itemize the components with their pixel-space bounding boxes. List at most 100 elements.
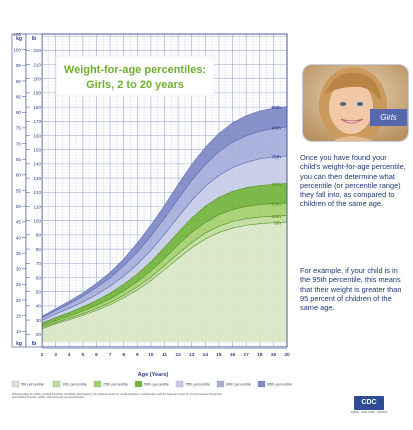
lb-unit-top: lb xyxy=(32,36,36,42)
lb-tick-label: 170 xyxy=(33,119,41,124)
x-tick-label: 11 xyxy=(162,352,167,358)
lb-tick-label: 70 xyxy=(36,261,42,266)
x-tick-label: 14 xyxy=(203,352,209,358)
lb-tick-label: 220 xyxy=(33,48,41,53)
band-90th-95th xyxy=(42,106,287,318)
legend-label-7: 95th percentile xyxy=(267,383,292,387)
kg-tick-label: 15 xyxy=(16,314,22,319)
series-labels: 95th 90th 75th 50th 25th 10th 5th xyxy=(272,105,282,225)
cdc-tagline: SAFER · HEALTHIER · PEOPLE xyxy=(350,411,388,414)
x-tick-label: 15 xyxy=(216,352,222,358)
kg-unit-bottom: kg xyxy=(16,341,22,347)
x-tick-label: 5 xyxy=(81,352,84,358)
series-line-95th xyxy=(41,106,288,317)
series-label-10th: 10th xyxy=(272,214,282,219)
lb-tick-label: 30 xyxy=(36,318,42,323)
series-line-25th xyxy=(41,202,288,327)
legend-label-5: 75th percentile xyxy=(185,383,210,387)
series-line-90th xyxy=(41,126,288,319)
kg-tick-label: 40 xyxy=(16,235,22,240)
series-label-50th: 50th xyxy=(272,182,282,187)
x-tick-label: 17 xyxy=(243,352,249,358)
lb-tick-label: 190 xyxy=(33,91,41,96)
lb-tick-label: 150 xyxy=(33,147,41,152)
explanation-paragraph-1: Once you have found your child's weight-… xyxy=(300,153,406,209)
series-line-10th xyxy=(41,215,288,328)
kg-tick-label: 25 xyxy=(16,282,22,287)
lb-tick-label: 120 xyxy=(33,190,41,195)
lb-tick-label: 210 xyxy=(33,62,41,67)
x-tick-label: 18 xyxy=(257,352,263,358)
legend-label-2: 10th percentile xyxy=(62,383,87,387)
legend-label-3: 25th percentile xyxy=(103,383,128,387)
explanation-paragraph-2: For example, if your child is in the 95t… xyxy=(300,266,402,313)
x-tick-label: 19 xyxy=(271,352,277,358)
series-label-25th: 25th xyxy=(272,201,282,206)
kg-tick-label: 20 xyxy=(16,298,22,303)
kg-tick-label: 70 xyxy=(16,141,22,146)
x-tick-label: 16 xyxy=(230,352,236,358)
x-tick-label: 10 xyxy=(148,352,154,358)
chart-title-group: Weight-for-age percentiles: Girls, 2 to … xyxy=(55,55,215,97)
lb-tick-label: 100 xyxy=(33,218,41,223)
series-label-5th: 5th xyxy=(274,221,281,226)
lb-tick-label: 20 xyxy=(36,332,42,337)
chart-axes: 1015202530354045505560657075808590951001… xyxy=(11,32,290,358)
girl-photo-art xyxy=(303,65,408,141)
legend-swatch-5 xyxy=(175,380,184,388)
lb-tick-label: 90 xyxy=(36,233,42,238)
band-75th-90th xyxy=(42,126,287,321)
lb-tick-label: 110 xyxy=(34,204,42,209)
legend-label-4: 50th percentile xyxy=(144,383,169,387)
kg-tick-label: 30 xyxy=(16,267,22,272)
x-tick-label: 2 xyxy=(41,352,44,358)
kg-tick-label: 80 xyxy=(16,110,22,115)
kg-tick-label: 105 xyxy=(13,32,21,37)
kg-tick-label: 10 xyxy=(16,329,22,334)
series-label-90th: 90th xyxy=(272,125,282,130)
lb-tick-label: 130 xyxy=(33,176,41,181)
x-tick-label: 4 xyxy=(68,352,71,358)
series-line-50th xyxy=(41,183,288,324)
chart-title-line1: Weight-for-age percentiles: xyxy=(64,64,206,76)
photo-label-girls: Girls xyxy=(370,109,407,126)
band-below-5th xyxy=(42,222,287,342)
kg-unit-top: kg xyxy=(16,36,22,42)
kg-tick-label: 85 xyxy=(16,94,22,99)
band-25th-50th xyxy=(42,183,287,326)
lb-unit-bottom: lb xyxy=(32,341,36,347)
legend-swatch-1 xyxy=(11,380,20,388)
lb-tick-label: 200 xyxy=(33,77,41,82)
x-axis-label: Age (Years) xyxy=(138,372,169,378)
kg-tick-label: 95 xyxy=(16,63,22,68)
kg-tick-label: 35 xyxy=(16,251,22,256)
lb-tick-label: 80 xyxy=(36,247,42,252)
legend-label-6: 90th percentile xyxy=(226,383,251,387)
x-tick-label: 3 xyxy=(54,352,57,358)
kg-tick-label: 75 xyxy=(16,126,22,131)
legend-label-1: 5th percentile xyxy=(21,383,44,387)
x-tick-label: 7 xyxy=(109,352,112,358)
series-line-75th xyxy=(41,155,288,321)
lb-tick-label: 140 xyxy=(33,162,41,167)
cdc-logo: CDC xyxy=(354,396,384,410)
legend-swatch-2 xyxy=(52,380,61,388)
x-tick-label: 8 xyxy=(122,352,125,358)
lb-tick-label: 160 xyxy=(33,133,41,138)
kg-tick-label: 90 xyxy=(16,79,22,84)
kg-tick-label: 60 xyxy=(16,173,22,178)
kg-tick-label: 45 xyxy=(16,220,22,225)
x-tick-label: 6 xyxy=(95,352,98,358)
kg-tick-label: 50 xyxy=(16,204,22,209)
kg-tick-label: 100 xyxy=(13,47,21,52)
lb-tick-label: 40 xyxy=(36,304,42,309)
percentile-bands xyxy=(41,106,288,342)
chart-title-line2: Girls, 2 to 20 years xyxy=(86,79,184,91)
legend-swatch-4 xyxy=(134,380,143,388)
footer-source-note: Published May 30, 2000 (modified 11/21/0… xyxy=(12,393,222,400)
x-tick-label: 12 xyxy=(175,352,181,358)
series-label-95th: 95th xyxy=(272,105,282,110)
x-tick-label: 9 xyxy=(136,352,139,358)
chart-legend: 5th percentile 10th percentile 25th percen… xyxy=(11,380,292,388)
